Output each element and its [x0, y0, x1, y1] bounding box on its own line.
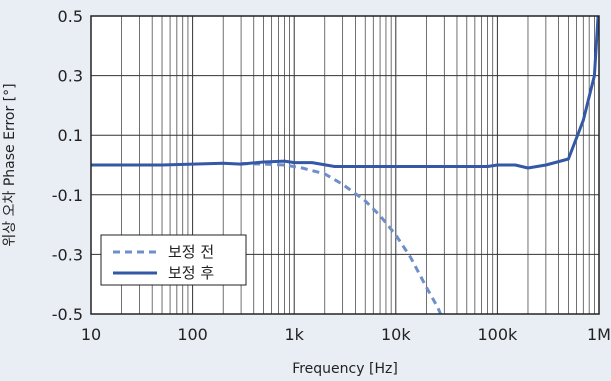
x-axis-label: Frequency [Hz]: [292, 361, 398, 377]
series: [91, 16, 599, 314]
x-tick-label: 100k: [477, 325, 518, 344]
y-tick-label: 0.3: [58, 67, 83, 86]
x-tick-labels: 10 100 1k 10k 100k 1M: [81, 325, 611, 344]
y-tick-label: -0.5: [52, 305, 83, 324]
legend-label-before: 보정 전: [168, 243, 214, 261]
y-tick-label: -0.3: [52, 245, 83, 264]
y-tick-label: -0.1: [52, 186, 83, 205]
series-line-before: [241, 162, 443, 314]
plot-area-frame: [90, 15, 600, 315]
x-tick-label: 10k: [381, 325, 411, 344]
legend-box: [100, 234, 247, 286]
series-line-after: [91, 16, 599, 170]
x-tick-label: 1M: [587, 325, 611, 344]
y-tick-label: 0.1: [58, 126, 83, 145]
y-tick-labels: 0.5 0.3 0.1 -0.1 -0.3 -0.5: [52, 7, 83, 324]
y-axis-label: 위상 오차 Phase Error [°]: [2, 83, 18, 246]
legend-label-after: 보정 후: [168, 264, 214, 282]
x-tick-label: 1k: [284, 325, 304, 344]
x-tick-label: 100: [177, 325, 208, 344]
x-tick-label: 10: [81, 325, 101, 344]
y-tick-label: 0.5: [58, 7, 83, 26]
legend: 보정 전 보정 후: [100, 234, 247, 286]
